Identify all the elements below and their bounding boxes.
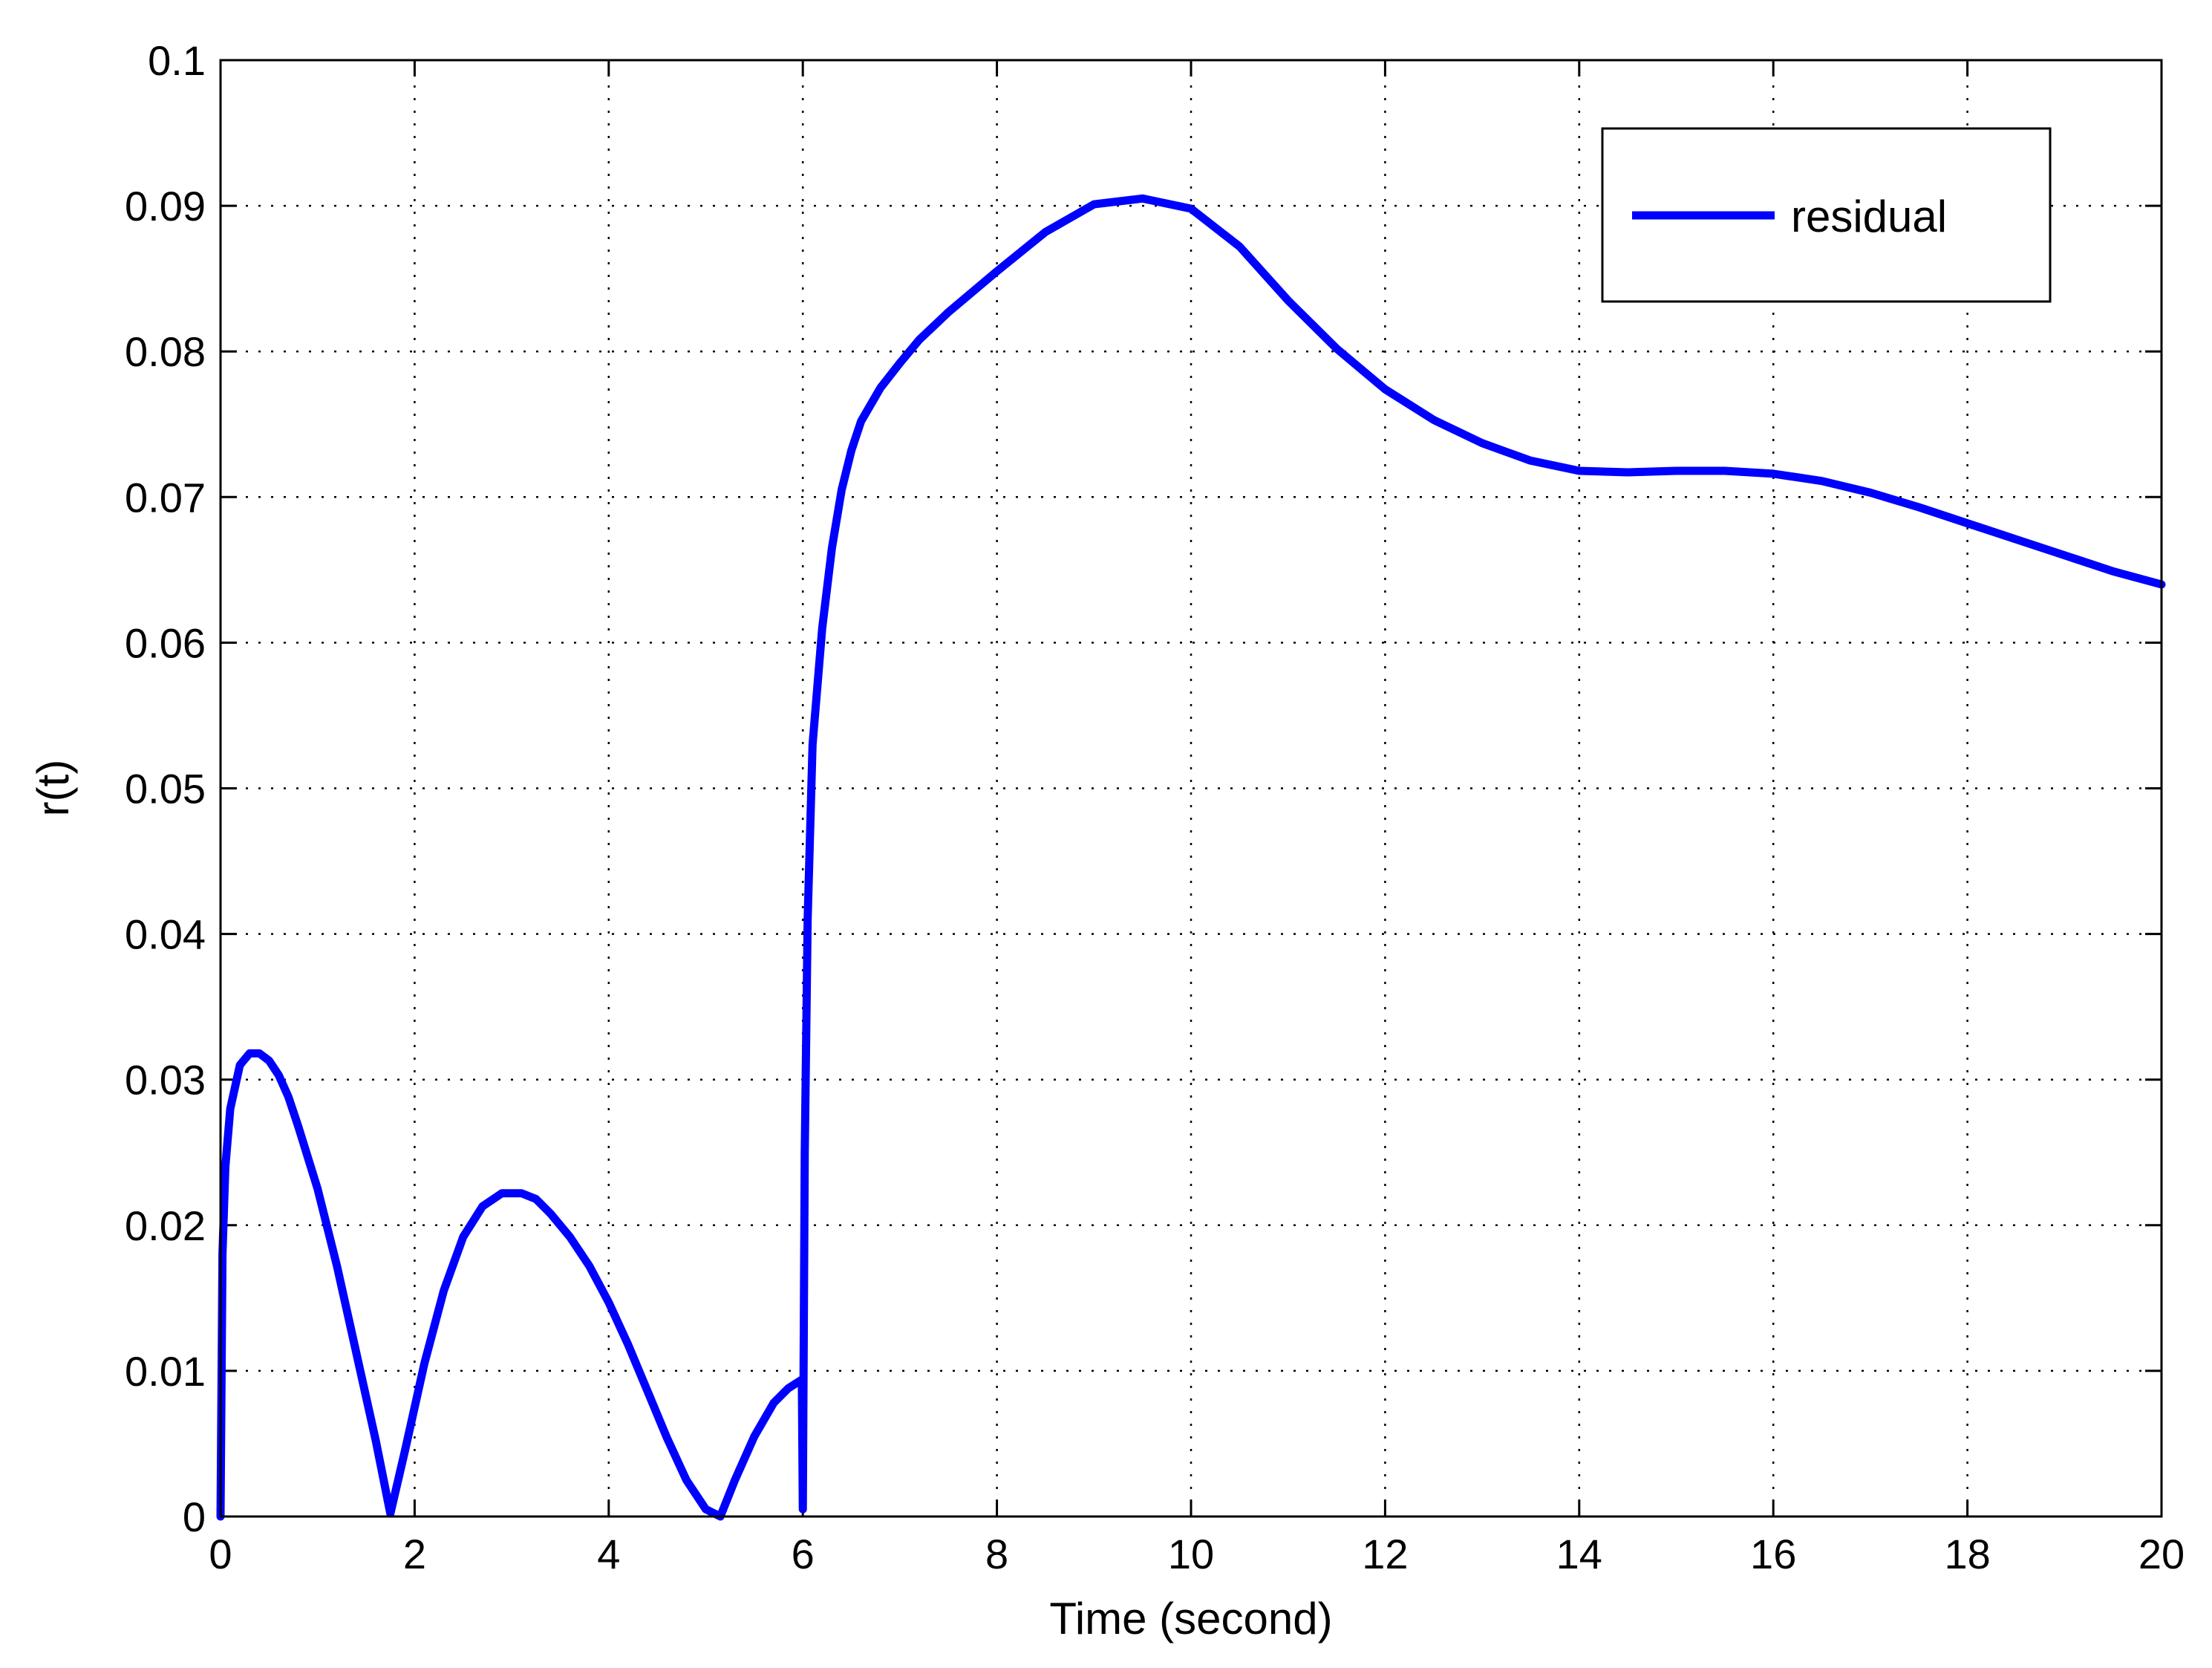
x-tick-label: 10 [1168, 1531, 1214, 1577]
x-tick-label: 0 [209, 1531, 232, 1577]
x-tick-label: 2 [403, 1531, 426, 1577]
residual-series-line [216, 194, 2166, 1521]
y-tick-label: 0.1 [148, 37, 206, 84]
y-tick-label: 0.07 [125, 474, 206, 521]
x-tick-label: 12 [1362, 1531, 1408, 1577]
x-tick-label: 8 [985, 1531, 1008, 1577]
y-tick-label: 0.01 [125, 1348, 206, 1395]
y-tick-label: 0.04 [125, 911, 206, 958]
legend-label-residual: residual [1791, 192, 1947, 241]
x-tick-label: 20 [2138, 1531, 2185, 1577]
plot-frame [219, 59, 2163, 1518]
y-tick-label: 0.02 [125, 1202, 206, 1249]
y-tick-label: 0 [183, 1493, 206, 1540]
x-tick-label: 14 [1556, 1531, 1602, 1577]
y-tick-label: 0.06 [125, 619, 206, 666]
y-tick-label: 0.05 [125, 766, 206, 812]
x-tick-labels: 0 2 4 6 8 10 12 14 16 18 20 [209, 1531, 2185, 1577]
x-axis-label: Time (second) [1049, 1594, 1332, 1643]
y-tick-label: 0.03 [125, 1057, 206, 1104]
x-tick-label: 4 [597, 1531, 620, 1577]
x-tick-label: 6 [792, 1531, 815, 1577]
x-tick-label: 16 [1750, 1531, 1796, 1577]
y-axis-label: r(t) [28, 760, 78, 817]
x-tick-label: 18 [1944, 1531, 1990, 1577]
legend: residual [1601, 127, 2052, 303]
y-tick-label: 0.09 [125, 183, 206, 229]
y-tick-label: 0.08 [125, 328, 206, 375]
y-tick-labels: 0 0.01 0.02 0.03 0.04 0.05 0.06 0.07 0.08 0.09 0.1 [125, 37, 206, 1540]
